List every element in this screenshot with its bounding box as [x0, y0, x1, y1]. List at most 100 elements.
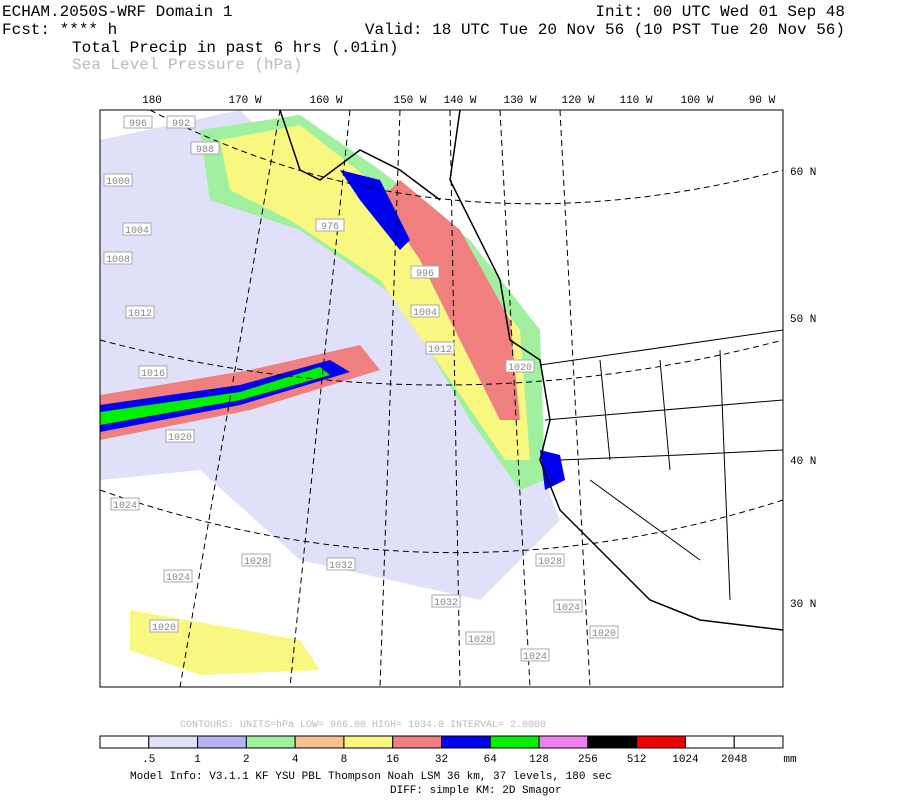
isobar-label: 1032 [329, 561, 353, 572]
lon-lines [179, 110, 591, 687]
borders [539, 329, 783, 601]
legend-swatch [684, 735, 735, 749]
isobar-label: 1024 [556, 603, 580, 614]
alaska-coast [279, 110, 441, 201]
legend-swatch [343, 735, 394, 749]
isobar-label: 988 [196, 145, 214, 156]
isobar-label: 1028 [538, 557, 562, 568]
legend-swatch [489, 735, 540, 749]
isobar-label-box [431, 594, 461, 608]
lat-label: 40 N [790, 456, 816, 468]
lon-label: 160 W [309, 95, 342, 107]
lon-label: 100 W [680, 95, 713, 107]
title-right-2: Valid: 18 UTC Tue 20 Nov 56 (10 PST Tue … [365, 21, 845, 39]
lat-label: 30 N [790, 599, 816, 611]
legend-label: 128 [529, 754, 549, 766]
isobar-label-box [410, 265, 440, 279]
title-left-1: ECHAM.2050S-WRF Domain 1 [2, 3, 232, 21]
field-2: Sea Level Pressure (hPa) [72, 56, 302, 74]
lon-label: 180 [142, 95, 162, 107]
isobar-label: 1020 [508, 363, 532, 374]
isobar-label-box [520, 648, 550, 662]
field-1: Total Precip in past 6 hrs (.01in) [72, 39, 398, 57]
lat-label: 60 N [790, 167, 816, 179]
legend-label: 16 [386, 754, 399, 766]
isobar-label-box [103, 251, 133, 265]
legend-label: 64 [484, 754, 498, 766]
contours-info: CONTOURS: UNITS=hPa LOW= 966.00 HIGH= 10… [180, 719, 546, 731]
lat-lines [100, 110, 783, 554]
legend-label: 512 [627, 754, 647, 766]
isobar-label: 1024 [523, 652, 547, 663]
isobar-label-box [125, 305, 155, 319]
lon-label: 90 W [749, 95, 776, 107]
legend-swatch [733, 735, 784, 749]
legend-swatch [587, 735, 638, 749]
isobar-label: 1020 [168, 433, 192, 444]
isobar-label-box [410, 304, 440, 318]
isobar-label-box [241, 553, 271, 567]
legend-label: 1 [194, 754, 201, 766]
lon-label: 130 W [503, 95, 536, 107]
isobar-label: 1012 [128, 309, 152, 320]
legend-swatch [148, 735, 199, 749]
legend-swatch [538, 735, 589, 749]
legend-label: 2048 [721, 754, 747, 766]
title-right-1: Init: 00 UTC Wed 01 Sep 48 [595, 3, 845, 21]
isobar-label-box [535, 553, 565, 567]
footer-1: Model Info: V3.1.1 KF YSU PBL Thompson N… [130, 771, 612, 783]
isobar-label-box [315, 218, 345, 232]
legend-swatch [294, 735, 345, 749]
legend-label: 32 [435, 754, 448, 766]
lon-label: 140 W [443, 95, 476, 107]
map [99, 109, 784, 688]
isobar-label: 1020 [592, 629, 616, 640]
legend-unit: mm [783, 754, 797, 766]
isobar-label-box [190, 141, 220, 155]
legend-swatch [392, 735, 443, 749]
isobar-label-box [425, 341, 455, 355]
isobar-label: 1012 [428, 345, 452, 356]
legend-label: 8 [341, 754, 348, 766]
precip-32 [380, 180, 520, 420]
precip-sierra [540, 450, 565, 490]
isobar-label: 996 [129, 119, 147, 130]
lon-label: 150 W [393, 95, 426, 107]
isobar-label: 992 [172, 119, 190, 130]
map-content [100, 110, 783, 687]
legend-swatch [245, 735, 296, 749]
isobar-label-box [123, 115, 153, 129]
isobar-label-box [589, 625, 619, 639]
isobar-label: 1020 [152, 623, 176, 634]
isobar-label: 1004 [125, 226, 149, 237]
lon-label: 170 W [228, 95, 261, 107]
isobar-label-box [138, 365, 168, 379]
isobar-label-box [505, 359, 535, 373]
isobar-label-box [553, 599, 583, 613]
legend-label: .5 [142, 754, 155, 766]
isobar-label-box [103, 173, 133, 187]
ar-128 [100, 367, 330, 425]
isobar-label: 976 [321, 222, 339, 233]
isobar-label: 1024 [166, 573, 190, 584]
isobar-label: 1028 [468, 635, 492, 646]
title-left-2: Fcst: **** h [2, 21, 117, 39]
isobar-label-box [110, 497, 140, 511]
isobar-label: 1000 [106, 177, 130, 188]
isobar-label: 1032 [434, 598, 458, 609]
lon-label: 110 W [619, 95, 652, 107]
legend-swatch [441, 735, 491, 749]
isobar-label: 1008 [106, 255, 130, 266]
isobar-label: 1016 [141, 369, 165, 380]
precip-16 [220, 125, 530, 460]
legend-label: 256 [578, 754, 598, 766]
isobar-label-box [166, 115, 196, 129]
legend-label: 4 [292, 754, 299, 766]
legend-swatch [197, 735, 247, 749]
isobar-label-box [465, 631, 495, 645]
map-frame [99, 109, 784, 688]
isobar-label: 1028 [244, 557, 268, 568]
precip-64 [340, 170, 410, 250]
isobar-label-box [165, 429, 195, 443]
